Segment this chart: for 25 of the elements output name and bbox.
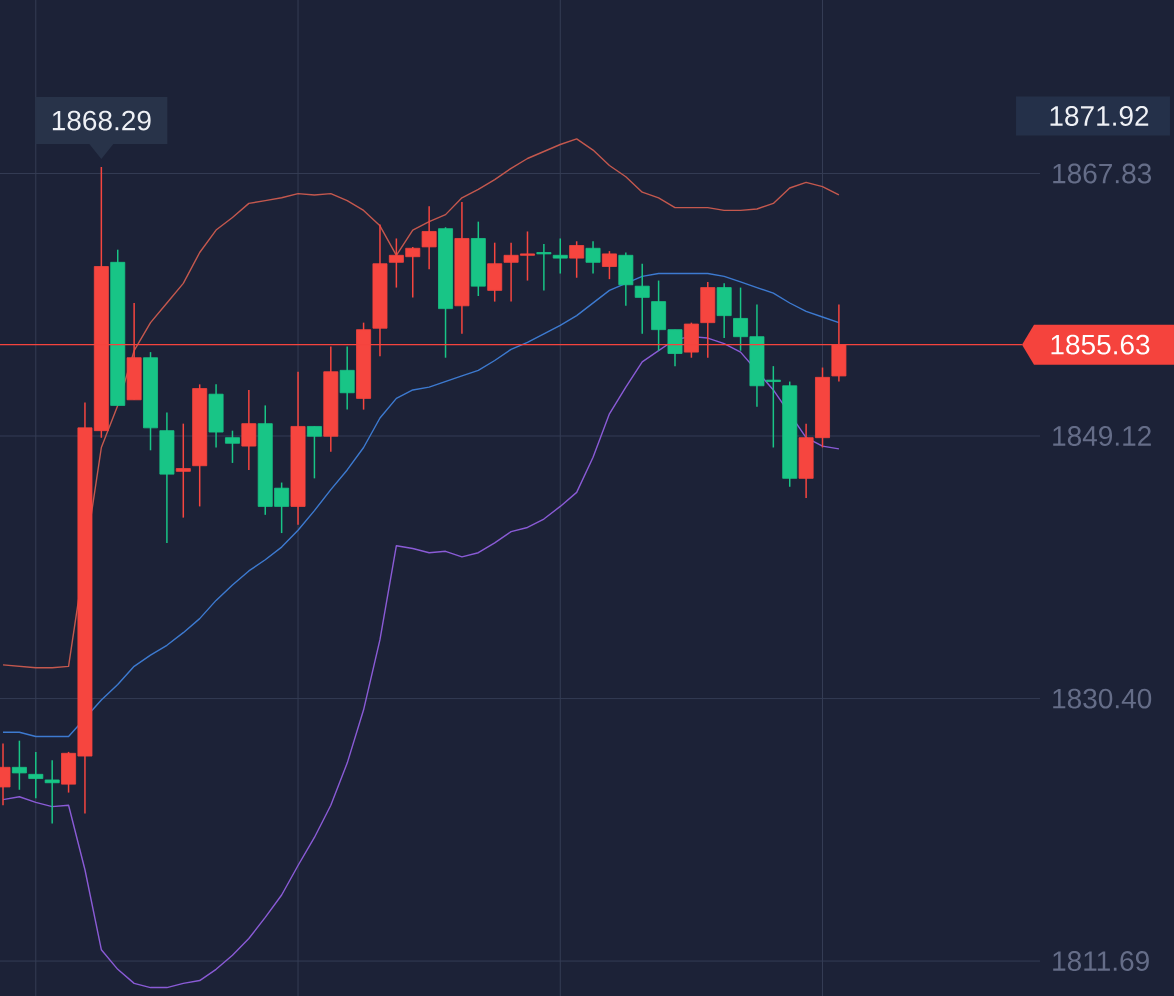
candlestick: [667, 328, 683, 367]
text: 1871.92: [1050, 106, 1149, 126]
candlestick: [601, 250, 617, 280]
annotation: 1868.29: [52, 110, 151, 131]
candlestick: [552, 237, 568, 275]
candlestick: [339, 345, 355, 411]
candlestick: [536, 243, 552, 292]
ref-line-label: 1855.63: [1051, 334, 1150, 355]
candlestick: [421, 205, 437, 271]
line-series: [2, 335, 840, 989]
y-tick-label: 1811.69: [1053, 951, 1149, 971]
candlestick: [225, 429, 240, 464]
y-tick-label: 1849.12: [1053, 426, 1151, 446]
candlestick: [44, 759, 60, 825]
candlestick: [28, 751, 44, 799]
y-tick-label: 1830.40: [1053, 688, 1152, 709]
candlestick: [306, 425, 322, 480]
y-tick-label: 1867.83: [1053, 163, 1152, 184]
candlestick: [11, 739, 27, 791]
candlestick: [175, 422, 191, 519]
candlestick: [569, 240, 585, 279]
candlestick: [634, 262, 650, 335]
candlestick: [733, 286, 749, 352]
candlestick: [585, 240, 601, 275]
candlestick: [241, 389, 257, 471]
